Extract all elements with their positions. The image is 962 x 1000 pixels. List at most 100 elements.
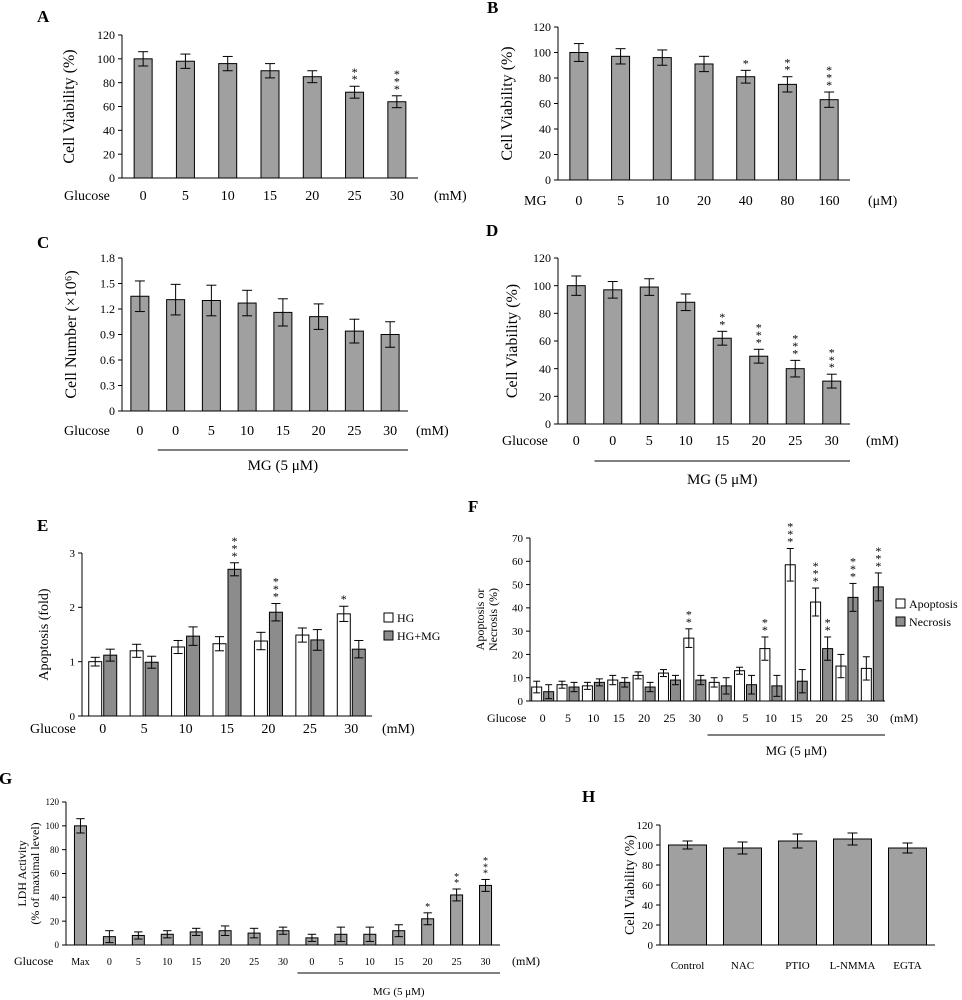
bar bbox=[201, 300, 221, 412]
panel-label: C bbox=[37, 233, 49, 252]
x-tick-label: 20 bbox=[697, 194, 711, 209]
y-axis-title: Cell Viability (%) bbox=[61, 49, 78, 163]
y-tick-label: 20 bbox=[642, 920, 654, 932]
y-tick-label: 60 bbox=[50, 869, 60, 879]
bar bbox=[227, 568, 242, 717]
x-tick-label: 20 bbox=[312, 424, 326, 439]
significance-star: * bbox=[829, 353, 835, 367]
bar bbox=[784, 564, 796, 702]
bar bbox=[749, 355, 769, 425]
bar bbox=[268, 611, 283, 717]
x-tick-label: 20 bbox=[261, 722, 275, 737]
y-tick-label: 1 bbox=[70, 657, 76, 669]
x-tick-label: 0 bbox=[140, 189, 147, 204]
bar bbox=[668, 844, 707, 946]
y-tick-label: 0 bbox=[70, 711, 76, 723]
bar bbox=[253, 640, 268, 717]
bar bbox=[652, 57, 672, 181]
y-tick-label: 60 bbox=[642, 880, 654, 892]
x-tick-label: 0 bbox=[99, 722, 106, 737]
bar bbox=[129, 650, 144, 717]
panel-label: A bbox=[37, 7, 50, 26]
significance-star: * bbox=[232, 541, 238, 555]
y-tick-label: 20 bbox=[103, 147, 115, 161]
x-tick-label: 15 bbox=[276, 424, 290, 439]
y-tick-label: 3 bbox=[70, 548, 76, 560]
bar bbox=[569, 52, 589, 181]
y-tick-label: 40 bbox=[512, 603, 524, 615]
significance-star: * bbox=[813, 567, 819, 581]
significance-star: * bbox=[792, 331, 798, 345]
x-tick-label: 0 bbox=[609, 434, 616, 449]
bar bbox=[734, 670, 746, 702]
bar bbox=[237, 302, 257, 412]
y-tick-label: 20 bbox=[50, 916, 60, 926]
x-tick-label: 25 bbox=[347, 424, 361, 439]
y-tick-label: 50 bbox=[512, 579, 524, 591]
y-tick-label: 0 bbox=[55, 940, 60, 950]
y-tick-label: 0.9 bbox=[100, 328, 115, 342]
y-tick-label: 60 bbox=[103, 100, 115, 114]
bar bbox=[736, 76, 756, 181]
significance-star: * bbox=[813, 559, 819, 573]
x-tick-label: PTIO bbox=[785, 960, 810, 972]
bar bbox=[450, 894, 464, 946]
x-tick-label: 5 bbox=[565, 711, 571, 725]
x-tick-label: 0 bbox=[717, 711, 723, 725]
bar bbox=[566, 285, 586, 425]
x-tick-label: 5 bbox=[208, 424, 215, 439]
bar bbox=[212, 643, 227, 717]
x-tick-label: 30 bbox=[383, 424, 397, 439]
y-tick-label: 2 bbox=[70, 602, 76, 614]
x-tick-label: Max bbox=[71, 957, 89, 968]
y-axis-title: Cell Viability (%) bbox=[504, 284, 521, 398]
bar bbox=[273, 311, 293, 412]
significance-star: * bbox=[483, 868, 488, 879]
y-tick-label: 1.2 bbox=[100, 302, 115, 316]
significance-star: * bbox=[792, 346, 798, 360]
significance-star: * bbox=[719, 310, 725, 324]
x-tick-label: 20 bbox=[423, 957, 433, 968]
x-tick-label: 5 bbox=[136, 957, 141, 968]
x-tick-label: 30 bbox=[390, 189, 404, 204]
y-tick-label: 60 bbox=[539, 334, 551, 348]
y-tick-label: 40 bbox=[642, 900, 654, 912]
significance-star: * bbox=[394, 67, 400, 81]
y-axis-title-line: Necrosis (%) bbox=[486, 588, 500, 651]
legend-label: HG bbox=[397, 611, 415, 625]
bar bbox=[295, 634, 310, 717]
significance-star: * bbox=[352, 72, 358, 86]
y-tick-label: 40 bbox=[50, 892, 60, 902]
unit-label: (mM) bbox=[890, 711, 918, 725]
y-tick-label: 20 bbox=[539, 390, 551, 404]
y-tick-label: 80 bbox=[50, 845, 60, 855]
bar bbox=[657, 672, 669, 702]
x-tick-label: 5 bbox=[743, 711, 749, 725]
x-tick-label: 80 bbox=[780, 194, 794, 209]
bar bbox=[351, 648, 366, 717]
bar bbox=[723, 847, 762, 946]
significance-star: * bbox=[792, 339, 798, 353]
panel-label: D bbox=[486, 221, 498, 240]
bar bbox=[847, 596, 859, 702]
x-tick-label: 15 bbox=[715, 434, 729, 449]
bar bbox=[833, 838, 872, 946]
y-tick-label: 0 bbox=[109, 404, 115, 418]
bar bbox=[144, 661, 159, 717]
significance-star: * bbox=[394, 82, 400, 96]
y-tick-label: 100 bbox=[533, 46, 551, 60]
y-axis-title-line: (% of maximal level) bbox=[28, 822, 42, 924]
x-tick-label: 25 bbox=[841, 711, 853, 725]
significance-star: * bbox=[825, 623, 831, 637]
y-axis-title: Cell Viability (%) bbox=[623, 835, 638, 935]
significance-star: * bbox=[352, 65, 358, 79]
unit-label: (μM) bbox=[868, 194, 898, 209]
group-label: MG (5 μM) bbox=[373, 986, 425, 998]
y-tick-label: 1.5 bbox=[100, 277, 115, 291]
bar bbox=[166, 299, 186, 412]
panel-label: F bbox=[468, 497, 478, 516]
bar bbox=[171, 646, 186, 717]
x-tick-label: 5 bbox=[141, 722, 148, 737]
y-tick-label: 60 bbox=[512, 556, 524, 568]
